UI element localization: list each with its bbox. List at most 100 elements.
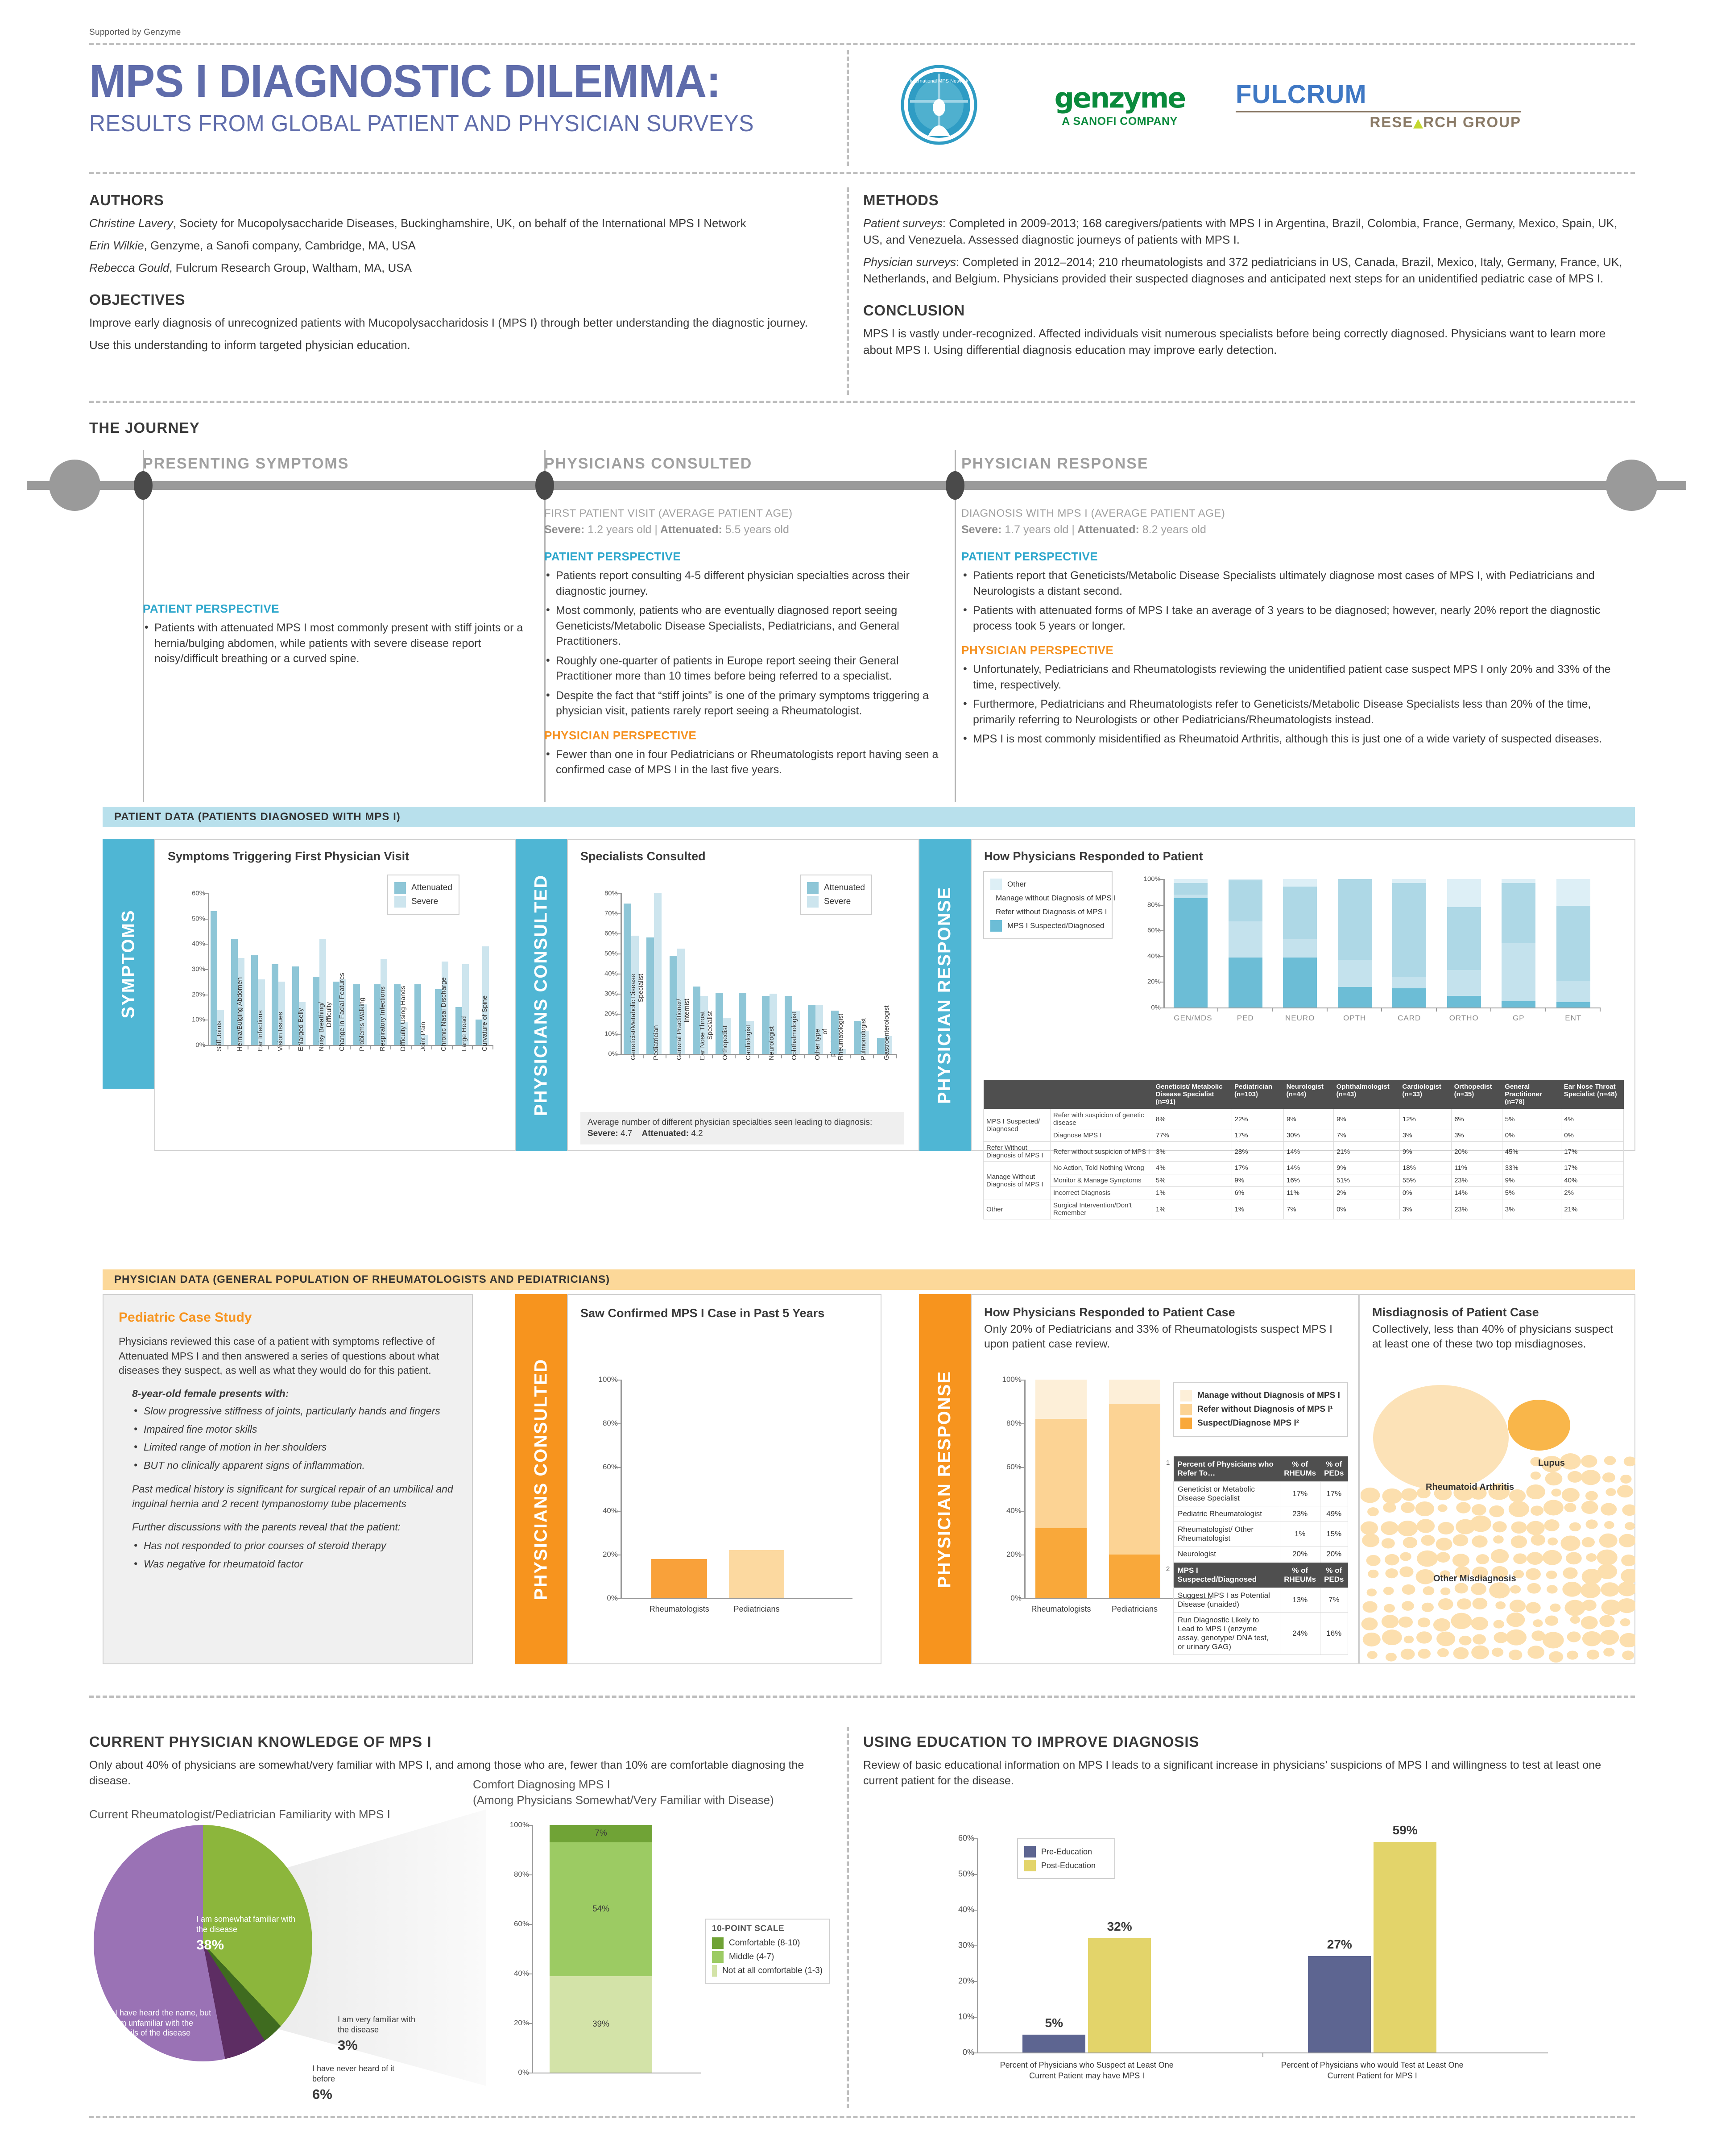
list-item: Unfortunately, Pediatricians and Rheumat… (961, 661, 1626, 692)
x-tick-label: OPTH (1343, 1014, 1366, 1022)
x-tick (712, 1054, 713, 1058)
bar (739, 992, 747, 1054)
x-tick (1490, 1008, 1491, 1012)
x-tick (1262, 2052, 1263, 2057)
y-tick-label: 60% (958, 1833, 974, 1843)
table-row: Manage Without Diagnosis of MPS I No Acti… (983, 1161, 1624, 1199)
bubble (1472, 1535, 1488, 1548)
bubble (1567, 1631, 1581, 1642)
table-cell: 1% (1231, 1199, 1284, 1219)
bar (654, 893, 662, 1054)
bar (1022, 2035, 1086, 2052)
y-tick (1159, 930, 1164, 932)
table-group-label: Manage Without Diagnosis of MPS I (983, 1161, 1051, 1199)
x-tick (329, 1045, 331, 1049)
bubble (1541, 1455, 1563, 1472)
table-row-label: No Action, Told Nothing Wrong (1050, 1161, 1153, 1174)
bubble (1600, 1629, 1619, 1645)
bubble (1438, 1522, 1454, 1535)
bar-segment (1035, 1419, 1087, 1529)
list-item: Was negative for rheumatoid factor (132, 1557, 458, 1571)
y-tick-label: 0% (195, 1041, 205, 1049)
table-cell: 55% (1399, 1174, 1452, 1187)
bar-segment: 54% (550, 1842, 652, 1976)
bubble (1472, 1567, 1488, 1579)
fulcrum-wordmark: FULCRUM (1236, 79, 1367, 109)
bubble (1508, 1400, 1570, 1451)
y-tick (616, 933, 621, 934)
x-tick (492, 1045, 493, 1049)
x-tick (390, 1045, 392, 1049)
table-row-label: Refer with suspicion of genetic disease (1050, 1109, 1153, 1129)
table-cell: 28% (1231, 1141, 1284, 1162)
bar-segment: 39% (550, 1976, 652, 2073)
y-tick (616, 1598, 621, 1599)
table-cell: 0% (1502, 1129, 1562, 1142)
table-cell: 16% (1320, 1612, 1349, 1655)
bubble (1384, 1554, 1399, 1566)
table-row: Refer Without Diagnosis of MPS I Refer wi… (983, 1141, 1624, 1162)
x-tick-label: Pediatricians (1111, 1605, 1158, 1613)
y-tick-label: 30% (958, 1940, 974, 1950)
bar (319, 939, 326, 1045)
chart-panel-specialists: Specialists Consulted 0% 10% 20% 30% 40% 50% 6… (567, 839, 919, 1151)
bar (854, 1020, 862, 1054)
x-tick-label: Enlarged Belly (297, 1008, 305, 1051)
table-column-header: Neurologist (n=44) (1283, 1080, 1334, 1109)
physician-data-band: PHYSICIAN DATA (GENERAL POPULATION OF RH… (103, 1269, 1635, 1290)
bar (360, 1004, 367, 1045)
bubble (1586, 1650, 1600, 1660)
table-row-label: Rheumatologist/ Other Rheumatologist (1173, 1522, 1280, 1547)
table-row: Incorrect Diagnosis 1% 6% 11% 2% 0% 14% 5% 2% (984, 1186, 1624, 1199)
x-tick-label: Hernia/Bulging Abdomen (236, 977, 244, 1051)
chart-panel-misdiagnosis: Misdiagnosis of Patient Case Collectivel… (1359, 1294, 1635, 1664)
table-footnote-marker: 2 (1166, 1565, 1170, 1573)
bubble (1581, 1537, 1595, 1547)
x-tick-label: Curvature of Spine (480, 995, 488, 1051)
table-cell: 20% (1279, 1546, 1320, 1562)
legend-item: Refer without Diagnosis of MPS I (996, 908, 1107, 916)
x-tick-label: Neurologist (767, 1026, 775, 1060)
bubble (1597, 1563, 1617, 1580)
authors-heading: AUTHORS (89, 192, 164, 208)
y-tick-label: 40% (513, 1969, 529, 1978)
bar (292, 966, 299, 1045)
y-tick-label: 60% (191, 889, 205, 897)
objectives-heading: OBJECTIVES (89, 291, 186, 308)
x-tick (451, 1045, 453, 1049)
x-tick-label: Cardiologist (744, 1024, 752, 1060)
bubble (1433, 1618, 1451, 1632)
table-cell: 9% (1231, 1174, 1284, 1187)
bubble (1362, 1601, 1378, 1613)
table-cell: 8% (1153, 1109, 1232, 1129)
y-tick-label: 50% (604, 949, 618, 958)
x-tick (411, 1045, 412, 1049)
knowledge-sub: Only about 40% of physicians are somewha… (89, 1759, 804, 1787)
comfort-chart-title: Comfort Diagnosing MPS I (Among Physician… (473, 1778, 774, 1807)
methods-physician-surveys: Physician surveys: Completed in 2012–201… (863, 255, 1622, 285)
legend-item: Not at all comfortable (1-3) (712, 1965, 823, 1977)
tab-symptoms: SYMPTOMS (103, 839, 154, 1089)
bubble (1547, 1537, 1558, 1546)
bar (670, 955, 678, 1054)
bar (251, 955, 258, 1045)
legend-item: Severe (394, 896, 452, 908)
table-column-header: Orthopedist (n=35) (1451, 1080, 1502, 1109)
bubble (1617, 1485, 1633, 1498)
bubble (1618, 1534, 1635, 1547)
international-mps-network-logo: International MPS Network (874, 65, 1004, 145)
table-row: Neurologist 20% 20% (1173, 1546, 1349, 1562)
legend-swatch (1180, 1390, 1192, 1401)
bubble (1581, 1616, 1598, 1629)
bubble (1471, 1583, 1487, 1595)
y-tick (1159, 982, 1164, 983)
y-tick (1159, 956, 1164, 957)
bubble (1476, 1554, 1490, 1564)
bar (1088, 1938, 1151, 2052)
y-tick-label: 30% (604, 990, 618, 998)
y-tick (1019, 1380, 1025, 1381)
bar-segment (1447, 996, 1481, 1008)
table-column-header: % of PEDs (1320, 1563, 1348, 1588)
pediatric-case-study-panel: Pediatric Case Study Physicians reviewed… (103, 1294, 473, 1664)
patient-perspective-list: Patients with attenuated MPS I most comm… (143, 620, 535, 667)
